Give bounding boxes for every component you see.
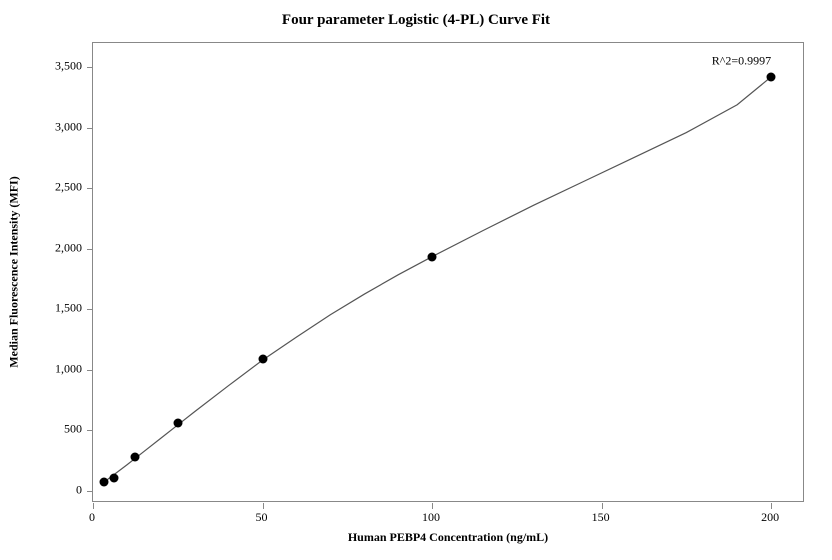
x-tick [771,503,772,509]
y-tick-label: 0 [76,482,82,497]
y-tick-label: 3,500 [55,59,82,74]
y-tick [87,188,93,189]
x-tick-label: 50 [256,510,268,525]
y-tick-label: 1,500 [55,301,82,316]
y-tick [87,491,93,492]
x-tick [602,503,603,509]
fit-curve [93,43,805,503]
x-axis-label: Human PEBP4 Concentration (ng/mL) [348,530,548,545]
data-point [767,72,776,81]
data-point [99,477,108,486]
data-point [173,419,182,428]
y-tick [87,309,93,310]
y-tick [87,249,93,250]
y-tick-label: 2,000 [55,240,82,255]
y-tick-label: 2,500 [55,180,82,195]
x-tick-label: 200 [761,510,779,525]
y-tick-label: 500 [64,422,82,437]
x-tick [263,503,264,509]
x-tick [93,503,94,509]
x-tick-label: 150 [592,510,610,525]
data-point [428,252,437,261]
data-point [131,453,140,462]
chart-title: Four parameter Logistic (4-PL) Curve Fit [0,12,832,29]
y-tick [87,67,93,68]
x-tick [432,503,433,509]
chart-container: Four parameter Logistic (4-PL) Curve Fit… [0,0,832,560]
x-tick-label: 100 [422,510,440,525]
y-tick-label: 1,000 [55,361,82,376]
y-tick [87,128,93,129]
x-tick-label: 0 [89,510,95,525]
data-point [110,473,119,482]
y-tick-label: 3,000 [55,119,82,134]
data-point [258,354,267,363]
y-tick [87,370,93,371]
plot-area: R^2=0.9997 [92,42,804,502]
y-tick [87,430,93,431]
r-squared-annotation: R^2=0.9997 [712,54,771,69]
y-axis-label: Median Fluorescence Intensity (MFI) [7,176,22,367]
